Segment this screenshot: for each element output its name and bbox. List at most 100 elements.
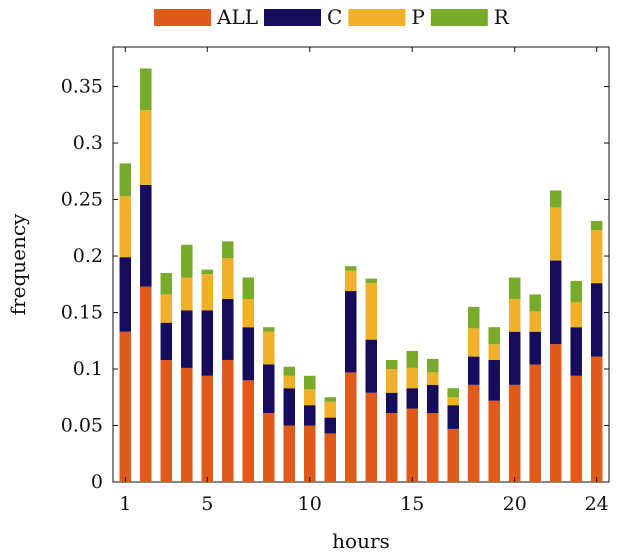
bar-all-hour-16	[426, 413, 439, 482]
bar-c-hour-13	[365, 339, 377, 393]
bar-c-hour-23	[570, 327, 582, 376]
bar-c-hour-4	[181, 310, 193, 368]
bar-c-hour-1	[119, 257, 132, 332]
bar-r-hour-21	[529, 294, 541, 312]
bar-all-hour-23	[570, 375, 582, 482]
x-tick-label: 1	[119, 493, 131, 515]
bar-r-hour-5	[201, 269, 214, 275]
bar-p-hour-15	[406, 367, 418, 389]
bar-c-hour-8	[263, 364, 275, 414]
bar-all-hour-17	[447, 428, 459, 482]
bar-all-hour-10	[304, 425, 316, 482]
legend-swatch-r	[430, 9, 488, 26]
bar-r-hour-20	[508, 277, 521, 299]
bar-all-hour-21	[529, 364, 541, 482]
bar-c-hour-17	[447, 405, 459, 429]
bar-r-hour-14	[385, 359, 398, 370]
bar-p-hour-18	[467, 328, 480, 357]
x-axis-title: hours	[332, 529, 390, 553]
y-tick-label: 0.15	[61, 302, 103, 324]
bar-p-hour-6	[222, 258, 234, 299]
bar-r-hour-13	[365, 278, 377, 284]
bar-r-hour-8	[263, 327, 275, 332]
bar-p-hour-1	[119, 196, 132, 258]
bar-p-hour-3	[160, 294, 173, 323]
bar-p-hour-17	[447, 397, 459, 406]
x-axis: 1 5 10 15 20 24	[119, 47, 609, 515]
bar-all-hour-5	[201, 375, 214, 482]
bar-all-hour-7	[242, 380, 255, 482]
bar-all-hour-12	[345, 372, 357, 482]
bar-r-hour-12	[345, 266, 357, 271]
bar-p-hour-22	[549, 207, 562, 261]
bar-r-hour-23	[570, 280, 582, 303]
y-tick-label: 0.05	[61, 415, 103, 437]
bar-r-hour-9	[283, 366, 296, 376]
bar-r-hour-11	[324, 397, 337, 402]
x-tick-label: 10	[298, 493, 322, 515]
bar-stacks	[119, 68, 603, 482]
bar-p-hour-4	[181, 277, 193, 311]
bar-r-hour-16	[426, 358, 439, 373]
y-tick-label: 0.3	[73, 132, 103, 154]
bar-p-hour-24	[590, 230, 603, 284]
bar-c-hour-18	[467, 356, 480, 385]
y-tick-label: 0	[91, 471, 103, 493]
bar-r-hour-17	[447, 388, 459, 398]
bar-c-hour-7	[242, 327, 255, 381]
y-tick-label: 0.1	[73, 358, 103, 380]
bar-p-hour-21	[529, 311, 541, 332]
bar-p-hour-20	[508, 298, 521, 332]
legend-label-r: R	[494, 5, 510, 29]
bar-all-hour-3	[160, 359, 173, 482]
legend-swatch-all	[154, 9, 211, 26]
y-tick-label: 0.35	[61, 76, 103, 98]
bar-c-hour-24	[590, 283, 603, 357]
bar-p-hour-16	[426, 372, 439, 385]
bar-r-hour-2	[140, 68, 152, 111]
bar-p-hour-23	[570, 302, 582, 328]
bar-c-hour-21	[529, 331, 541, 365]
legend-swatch-p	[348, 9, 406, 26]
bar-p-hour-14	[385, 369, 398, 393]
legend-swatch-c	[264, 9, 322, 26]
bar-p-hour-8	[263, 331, 275, 365]
y-tick-label: 0.25	[61, 189, 103, 211]
bar-all-hour-13	[365, 392, 377, 482]
bar-all-hour-22	[549, 344, 562, 482]
bar-p-hour-5	[201, 274, 214, 311]
legend-label-c: C	[327, 5, 342, 29]
y-axis-title: frequency	[6, 213, 30, 315]
bar-all-hour-1	[119, 331, 132, 482]
y-axis: 0 0.05 0.1 0.15 0.2 0.25 0.3 0.35	[61, 76, 609, 493]
bar-c-hour-3	[160, 322, 173, 360]
bar-all-hour-19	[488, 400, 500, 482]
bar-p-hour-9	[283, 375, 296, 389]
plot-frame	[112, 46, 610, 483]
bar-r-hour-4	[181, 244, 193, 278]
bar-c-hour-15	[406, 388, 418, 409]
bar-all-hour-24	[590, 356, 603, 482]
bar-c-hour-12	[345, 291, 357, 373]
bar-p-hour-13	[365, 283, 377, 340]
bar-c-hour-6	[222, 298, 234, 360]
x-tick-label: 20	[503, 493, 527, 515]
bar-r-hour-24	[590, 221, 603, 231]
bar-r-hour-15	[406, 350, 418, 368]
x-tick-label: 15	[400, 493, 424, 515]
bar-all-hour-9	[283, 425, 296, 482]
bar-c-hour-16	[426, 384, 439, 414]
bar-c-hour-22	[549, 260, 562, 345]
legend-label-p: P	[411, 5, 424, 29]
bar-c-hour-2	[140, 184, 152, 287]
bar-c-hour-5	[201, 310, 214, 376]
bar-c-hour-9	[283, 388, 296, 426]
bar-c-hour-19	[488, 359, 500, 401]
bar-all-hour-14	[385, 413, 398, 482]
bar-all-hour-4	[181, 367, 193, 482]
bar-all-hour-20	[508, 384, 521, 482]
bar-r-hour-10	[304, 375, 316, 390]
bar-r-hour-7	[242, 277, 255, 299]
bar-r-hour-18	[467, 306, 480, 329]
